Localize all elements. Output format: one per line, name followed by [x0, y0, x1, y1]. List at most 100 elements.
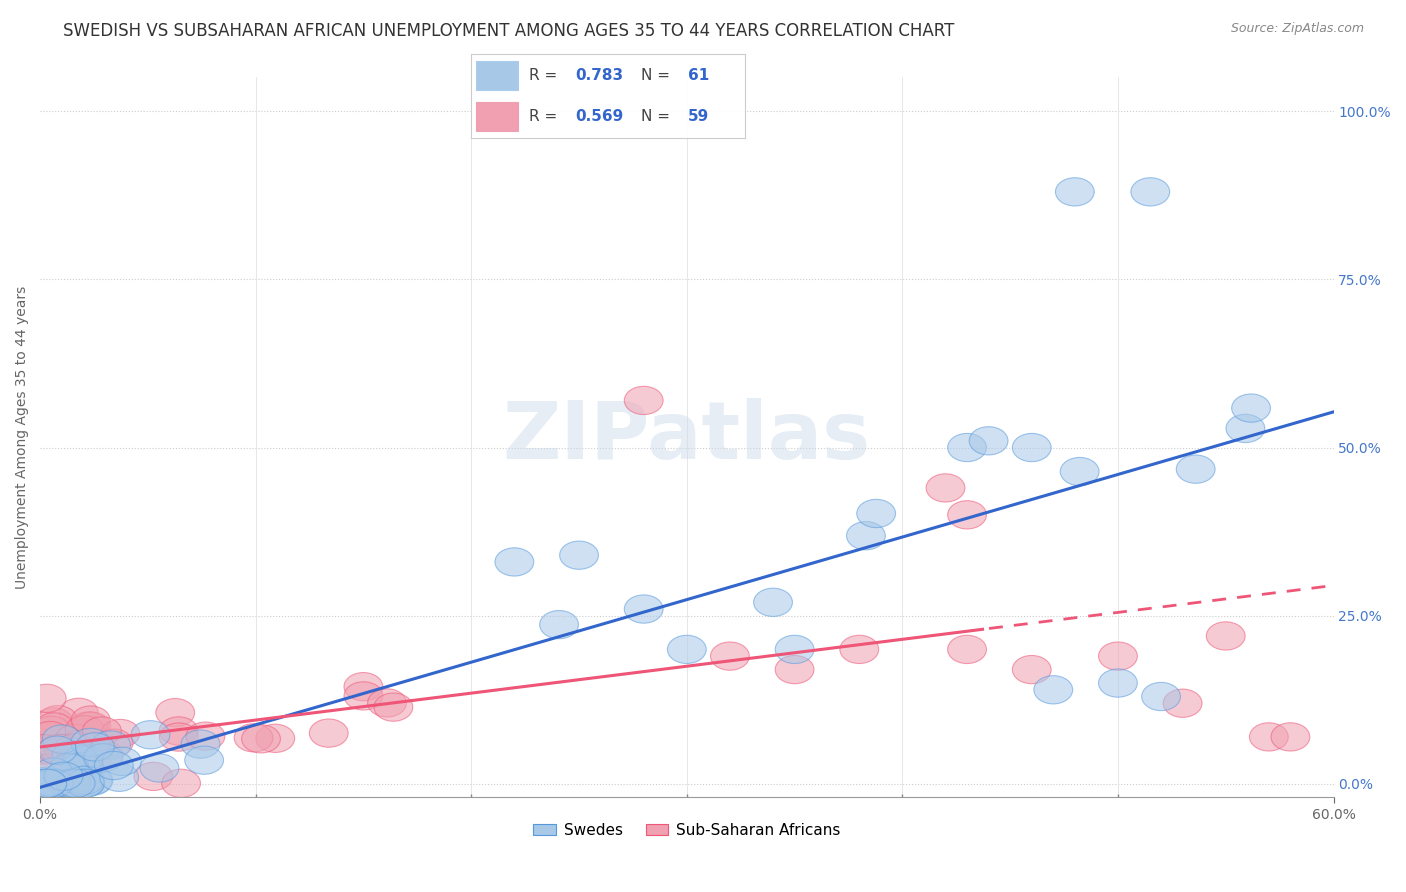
Ellipse shape: [540, 610, 578, 639]
Ellipse shape: [948, 635, 987, 664]
Ellipse shape: [51, 754, 89, 782]
Text: 0.783: 0.783: [575, 68, 623, 83]
Ellipse shape: [754, 588, 793, 616]
Ellipse shape: [1098, 669, 1137, 698]
Ellipse shape: [24, 769, 62, 797]
Ellipse shape: [1206, 622, 1246, 650]
Ellipse shape: [32, 716, 70, 745]
Ellipse shape: [34, 707, 73, 736]
Ellipse shape: [84, 740, 124, 769]
Ellipse shape: [775, 635, 814, 664]
Ellipse shape: [141, 754, 179, 782]
Ellipse shape: [344, 673, 382, 701]
Ellipse shape: [34, 769, 73, 797]
Ellipse shape: [775, 656, 814, 684]
Ellipse shape: [25, 735, 63, 763]
Ellipse shape: [156, 698, 194, 727]
Ellipse shape: [44, 762, 83, 790]
Ellipse shape: [1163, 690, 1202, 717]
Ellipse shape: [186, 722, 225, 750]
Ellipse shape: [131, 721, 170, 749]
Ellipse shape: [58, 747, 97, 775]
Ellipse shape: [38, 736, 77, 764]
Ellipse shape: [91, 731, 131, 759]
Ellipse shape: [374, 693, 413, 722]
Ellipse shape: [58, 765, 97, 794]
Ellipse shape: [28, 769, 66, 797]
Y-axis label: Unemployment Among Ages 35 to 44 years: Unemployment Among Ages 35 to 44 years: [15, 285, 30, 589]
Ellipse shape: [856, 500, 896, 527]
Ellipse shape: [59, 744, 98, 772]
Ellipse shape: [65, 736, 104, 764]
Ellipse shape: [1232, 394, 1271, 422]
Text: 59: 59: [688, 109, 709, 124]
FancyBboxPatch shape: [477, 62, 517, 90]
Ellipse shape: [72, 712, 111, 740]
Ellipse shape: [59, 698, 98, 726]
Ellipse shape: [624, 595, 664, 624]
Ellipse shape: [162, 769, 201, 797]
Ellipse shape: [75, 766, 112, 794]
Ellipse shape: [1226, 414, 1265, 442]
Ellipse shape: [235, 723, 273, 752]
Ellipse shape: [65, 715, 104, 744]
Ellipse shape: [63, 746, 101, 774]
Ellipse shape: [56, 769, 96, 797]
Ellipse shape: [66, 769, 104, 797]
Ellipse shape: [48, 769, 87, 797]
Text: 0.569: 0.569: [575, 109, 623, 124]
Ellipse shape: [969, 426, 1008, 455]
Ellipse shape: [1056, 178, 1094, 206]
Ellipse shape: [668, 635, 706, 664]
Ellipse shape: [624, 386, 664, 415]
Ellipse shape: [1012, 434, 1052, 462]
Text: N =: N =: [641, 109, 675, 124]
Ellipse shape: [62, 730, 101, 758]
Ellipse shape: [344, 681, 382, 710]
Ellipse shape: [48, 769, 87, 797]
Ellipse shape: [1130, 178, 1170, 206]
Ellipse shape: [52, 740, 91, 769]
Ellipse shape: [560, 541, 599, 569]
Ellipse shape: [55, 734, 94, 762]
Ellipse shape: [309, 719, 349, 747]
Text: R =: R =: [529, 68, 562, 83]
Ellipse shape: [62, 752, 100, 780]
Ellipse shape: [70, 729, 110, 756]
Ellipse shape: [27, 684, 66, 713]
Ellipse shape: [39, 734, 79, 763]
Ellipse shape: [83, 717, 121, 745]
Ellipse shape: [44, 734, 83, 763]
Ellipse shape: [27, 737, 66, 764]
Ellipse shape: [242, 724, 280, 753]
Ellipse shape: [25, 769, 65, 797]
Ellipse shape: [76, 732, 114, 761]
Ellipse shape: [839, 635, 879, 664]
Ellipse shape: [159, 717, 198, 745]
Ellipse shape: [34, 769, 73, 797]
Ellipse shape: [710, 642, 749, 670]
Ellipse shape: [44, 764, 82, 793]
Ellipse shape: [52, 769, 90, 797]
Text: R =: R =: [529, 109, 562, 124]
Ellipse shape: [65, 766, 104, 795]
Ellipse shape: [256, 724, 295, 753]
Text: SWEDISH VS SUBSAHARAN AFRICAN UNEMPLOYMENT AMONG AGES 35 TO 44 YEARS CORRELATION: SWEDISH VS SUBSAHARAN AFRICAN UNEMPLOYME…: [63, 22, 955, 40]
Ellipse shape: [1098, 642, 1137, 670]
Ellipse shape: [55, 724, 94, 753]
Ellipse shape: [38, 769, 77, 797]
Ellipse shape: [65, 737, 103, 765]
Text: ZIPatlas: ZIPatlas: [503, 399, 870, 476]
Ellipse shape: [72, 706, 110, 734]
Ellipse shape: [35, 713, 73, 741]
Ellipse shape: [181, 730, 219, 758]
Ellipse shape: [184, 746, 224, 774]
Ellipse shape: [66, 756, 105, 783]
Ellipse shape: [65, 745, 104, 773]
Ellipse shape: [73, 729, 111, 757]
Ellipse shape: [28, 767, 66, 796]
Ellipse shape: [1060, 458, 1099, 486]
Ellipse shape: [84, 744, 122, 772]
Ellipse shape: [73, 767, 112, 796]
Ellipse shape: [31, 754, 69, 781]
